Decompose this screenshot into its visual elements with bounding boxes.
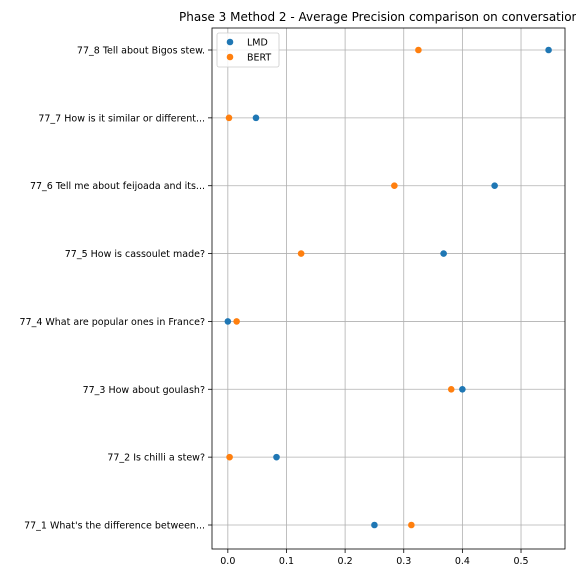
y-tick-label: 77_7 How is it similar or different... [38,113,205,124]
chart-title: Phase 3 Method 2 - Average Precision com… [179,10,576,24]
x-tick-label: 0.1 [279,556,294,567]
y-tick-label: 77_2 Is chilli a stew? [107,453,205,464]
x-tick-label: 0.5 [513,556,528,567]
legend-marker-lmd [226,38,234,46]
x-tick-label: 0.2 [338,556,353,567]
data-point-lmd [459,385,466,393]
x-tick-label: 0.0 [220,556,235,567]
y-tick-label: 77_6 Tell me about feijoada and its... [30,181,205,192]
data-point-lmd [491,182,498,190]
data-point-bert [408,521,415,529]
tick-layer: 0.0 0.1 0.2 0.3 0.4 0.5 77_1 What's the differ… [19,46,528,568]
y-tick-label: 77_1 What's the difference between... [24,521,205,532]
data-point-bert [415,46,422,54]
data-point-bert [233,318,240,325]
x-tick-label: 0.4 [455,556,470,567]
points-layer [224,46,552,529]
data-point-lmd [371,521,378,529]
x-tick-label: 0.3 [396,556,411,567]
data-point-lmd [440,250,447,257]
legend: LMD BERT [216,32,280,68]
legend-marker-bert [226,53,234,61]
legend-label-lmd: LMD [247,38,268,49]
data-point-bert [447,385,455,393]
data-point-bert [225,114,233,122]
y-tick-label: 77_5 How is cassoulet made? [65,249,205,260]
plot-frame [211,27,566,550]
data-point-bert [391,182,398,190]
data-point-lmd [545,46,552,54]
data-point-lmd [252,114,260,122]
data-point-bert [297,250,305,257]
grid-layer [212,28,565,549]
data-point-lmd [224,318,232,325]
data-point-bert [226,453,233,461]
y-tick-label: 77_4 What are popular ones in France? [19,317,205,328]
legend-label-bert: BERT [247,53,271,64]
data-point-lmd [273,453,280,461]
y-tick-label: 77_3 How about goulash? [83,385,205,396]
y-tick-label: 77_8 Tell about Bigos stew. [77,46,205,57]
